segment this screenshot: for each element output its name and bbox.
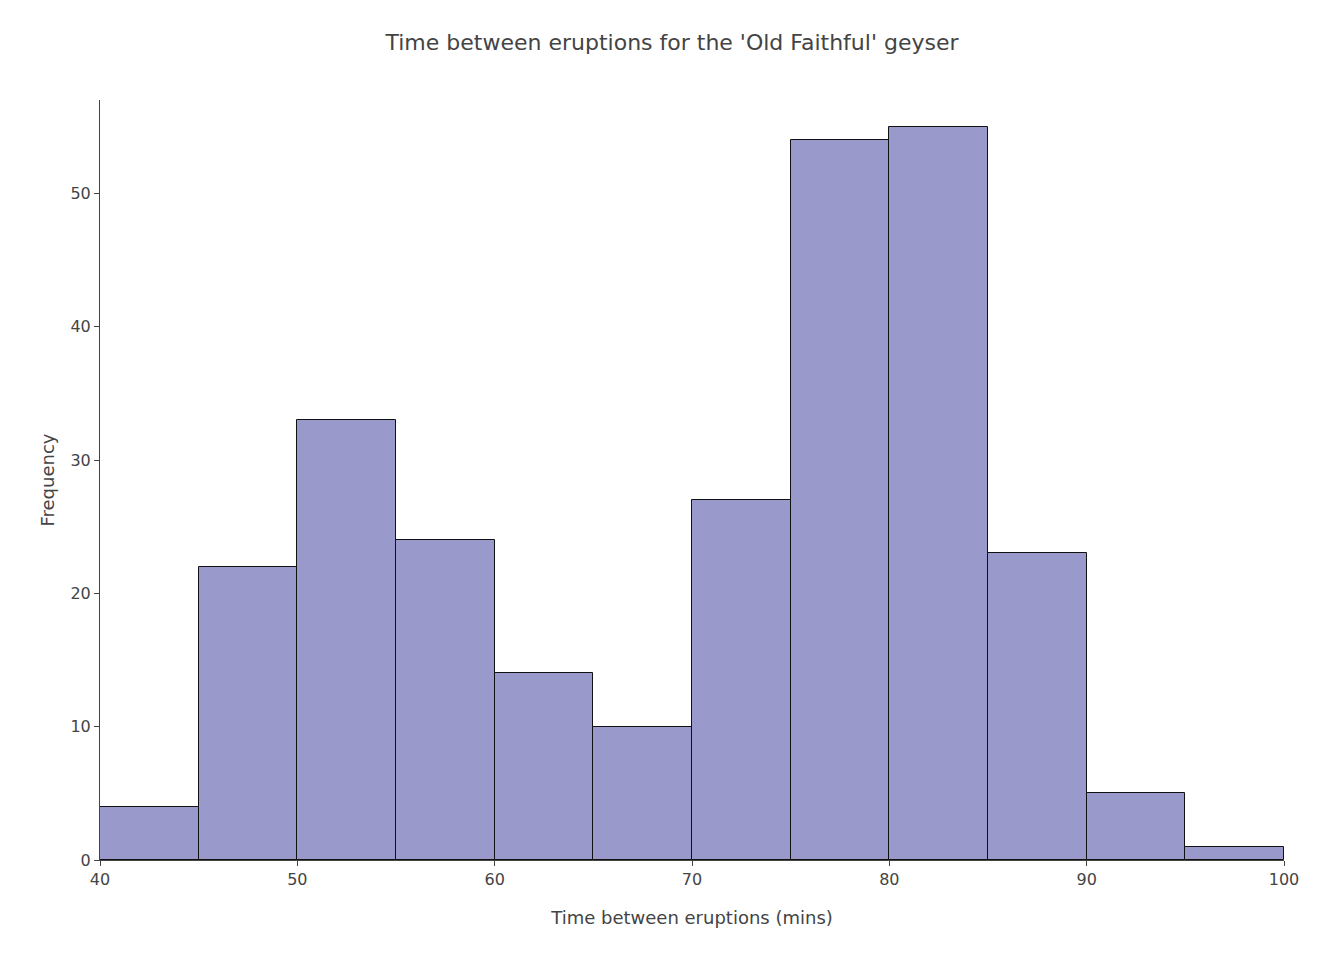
svg-text:20: 20 xyxy=(70,584,90,603)
svg-text:40: 40 xyxy=(90,870,110,889)
svg-text:100: 100 xyxy=(1269,870,1300,889)
svg-text:Frequency: Frequency xyxy=(37,433,58,526)
svg-text:40: 40 xyxy=(70,317,90,336)
svg-text:90: 90 xyxy=(1076,870,1096,889)
svg-text:60: 60 xyxy=(484,870,504,889)
svg-text:80: 80 xyxy=(879,870,899,889)
svg-text:10: 10 xyxy=(70,717,90,736)
svg-text:Time between eruptions for the: Time between eruptions for the 'Old Fait… xyxy=(384,30,959,55)
svg-text:Time between eruptions (mins): Time between eruptions (mins) xyxy=(550,907,833,928)
svg-text:50: 50 xyxy=(70,184,90,203)
svg-text:50: 50 xyxy=(287,870,307,889)
svg-text:70: 70 xyxy=(682,870,702,889)
svg-text:30: 30 xyxy=(70,451,90,470)
svg-text:0: 0 xyxy=(81,851,91,870)
